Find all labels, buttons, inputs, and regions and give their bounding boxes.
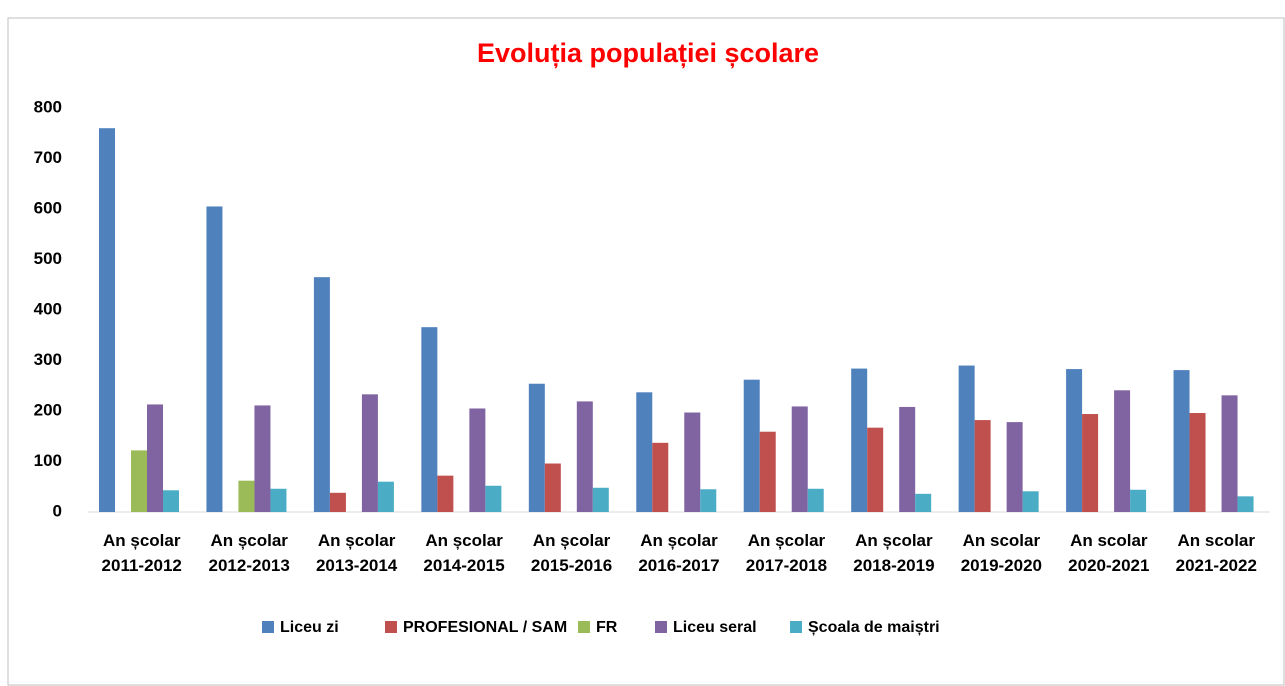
y-tick-label: 200 [34, 400, 62, 419]
bar [329, 492, 346, 512]
x-tick-label: An scolar 2019-2020 [961, 531, 1042, 575]
y-tick-label: 400 [34, 299, 62, 318]
bar [684, 412, 701, 512]
bar [163, 490, 179, 512]
x-tick-label: An școlar 2015-2016 [531, 531, 612, 575]
y-tick-label: 0 [53, 501, 62, 520]
bar [437, 475, 454, 512]
bar [544, 463, 561, 512]
bar [958, 365, 975, 512]
y-tick-label: 700 [34, 148, 62, 167]
y-tick-label: 600 [34, 198, 62, 217]
bar [851, 368, 868, 512]
x-tick-label: An școlar 2016-2017 [638, 531, 719, 575]
bar [576, 401, 593, 512]
bar [759, 431, 776, 512]
bar [592, 487, 609, 512]
legend-swatch [790, 621, 802, 633]
legend-label: Școala de maiștri [808, 619, 940, 636]
bar [147, 404, 163, 512]
bar [238, 480, 255, 512]
bar [1221, 395, 1238, 512]
bar [313, 277, 330, 512]
legend-swatch [578, 621, 590, 633]
bar [1022, 491, 1039, 512]
bar [652, 442, 669, 512]
bar [361, 394, 378, 512]
bar [1114, 390, 1131, 512]
y-tick-label: 100 [34, 451, 62, 470]
bar [807, 488, 824, 512]
x-tick-label: An școlar 2018-2019 [853, 531, 934, 575]
bar [528, 383, 545, 512]
bar [1237, 496, 1254, 512]
bar [131, 450, 147, 512]
bar [421, 327, 438, 512]
bar [469, 408, 486, 512]
bar [1006, 422, 1023, 512]
legend-label: PROFESIONAL / SAM [403, 619, 567, 636]
bar [1189, 413, 1206, 512]
bar [899, 406, 916, 512]
y-tick-label: 300 [34, 350, 62, 369]
legend-swatch [385, 621, 397, 633]
bar [743, 379, 760, 512]
bar [1173, 370, 1190, 512]
bar [791, 406, 808, 512]
x-tick-label: An școlar 2014-2015 [423, 531, 504, 575]
bar [206, 206, 223, 512]
x-tick-label: An scolar 2020-2021 [1068, 531, 1149, 575]
legend-label: Liceu zi [280, 619, 339, 636]
bar [1082, 414, 1099, 512]
chart-frame [7, 17, 1285, 686]
legend-label: FR [596, 619, 618, 636]
legend-label: Liceu seral [673, 619, 757, 636]
bar [974, 420, 991, 512]
bar [270, 488, 287, 512]
legend-swatch [655, 621, 667, 633]
bar [254, 405, 271, 512]
bar [99, 128, 115, 512]
x-tick-label: An școlar 2012-2013 [209, 531, 290, 575]
y-tick-label: 500 [34, 249, 62, 268]
bar [700, 489, 717, 512]
bar [867, 427, 884, 512]
legend-swatch [262, 621, 274, 633]
bar [377, 481, 394, 512]
x-tick-label: An școlar 2017-2018 [746, 531, 827, 575]
bar [636, 392, 653, 512]
bar [485, 485, 502, 512]
x-tick-label: An școlar 2011-2012 [102, 531, 182, 575]
bar [915, 493, 932, 512]
bar [1130, 489, 1147, 512]
chart-title: Evoluția populației școlare [477, 38, 819, 68]
bar [1066, 369, 1083, 512]
y-tick-label: 800 [34, 97, 62, 116]
x-tick-label: An școlar 2013-2014 [316, 531, 398, 575]
x-tick-label: An scolar 2021-2022 [1176, 531, 1257, 575]
